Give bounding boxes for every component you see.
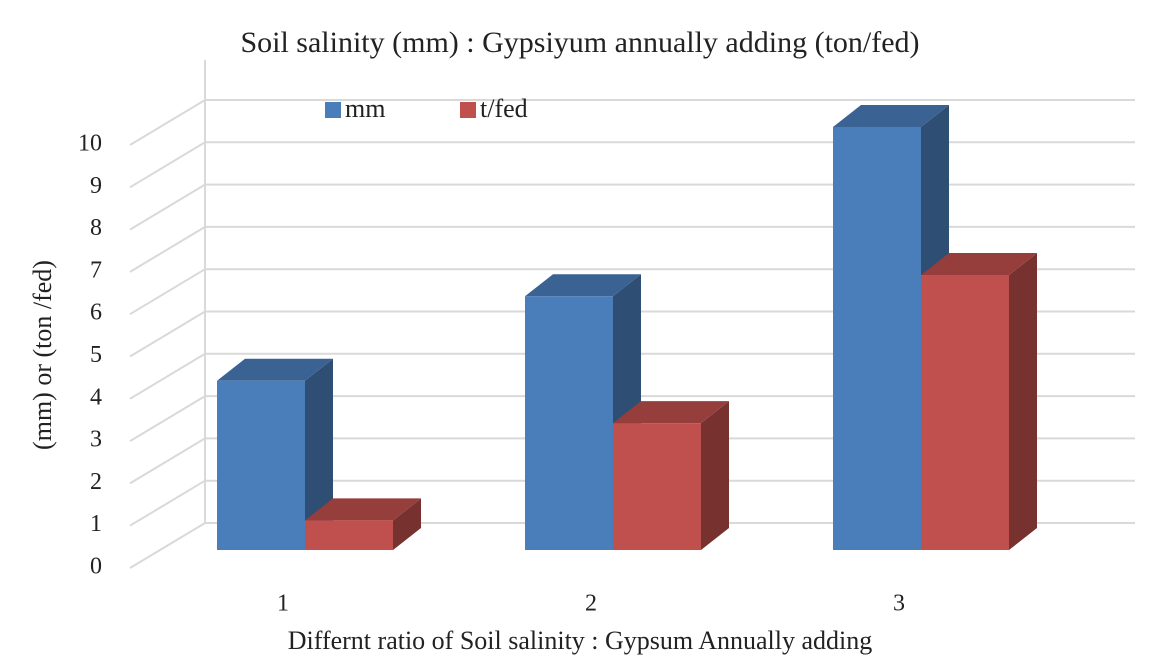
x-axis-title: Differnt ratio of Soil salinity : Gypsum… xyxy=(288,626,872,655)
chart-title: Soil salinity (mm) : Gypsiyum annually a… xyxy=(240,26,919,59)
grid-line xyxy=(129,141,1135,189)
y-tick-label: 8 xyxy=(90,215,102,241)
bar xyxy=(217,358,333,550)
bar xyxy=(613,401,729,550)
bar-front xyxy=(613,423,701,550)
bar-front xyxy=(833,127,921,550)
grid-line xyxy=(129,99,1135,146)
bar xyxy=(921,253,1037,551)
bar xyxy=(305,498,421,550)
bar-side xyxy=(1009,253,1037,551)
y-tick-label: 5 xyxy=(90,342,102,368)
bar-top xyxy=(921,253,1037,276)
y-tick-label: 2 xyxy=(90,469,102,495)
bar-side xyxy=(305,358,333,550)
y-tick-label: 7 xyxy=(90,257,102,283)
x-tick-label: 3 xyxy=(893,591,905,617)
legend-label: t/fed xyxy=(480,94,528,123)
x-tick-label: 1 xyxy=(277,591,289,617)
y-tick-label: 0 xyxy=(90,554,102,580)
y-tick-label: 1 xyxy=(90,511,102,537)
bar-top xyxy=(305,498,421,521)
x-tick-label: 2 xyxy=(585,591,597,617)
legend-swatch xyxy=(460,102,476,118)
bar-side xyxy=(701,401,729,550)
bar-top xyxy=(525,274,641,297)
bar-front xyxy=(921,275,1009,550)
bar-front xyxy=(525,296,613,550)
y-tick-label: 10 xyxy=(78,131,102,157)
bar-top xyxy=(217,358,333,381)
bar-front xyxy=(217,380,305,550)
bar-top xyxy=(833,105,949,127)
legend-swatch xyxy=(325,102,341,118)
bar-top xyxy=(613,401,729,424)
y-tick-label: 3 xyxy=(90,427,102,453)
y-tick-label: 9 xyxy=(90,173,102,199)
legend-label: mm xyxy=(345,94,385,123)
y-tick-label: 6 xyxy=(90,300,102,326)
y-axis-title: (mm) or (ton /fed) xyxy=(28,260,57,450)
grid-line xyxy=(129,183,1135,231)
bar-side xyxy=(393,498,421,550)
y-tick-label: 4 xyxy=(90,384,102,410)
bar-front xyxy=(305,520,393,550)
